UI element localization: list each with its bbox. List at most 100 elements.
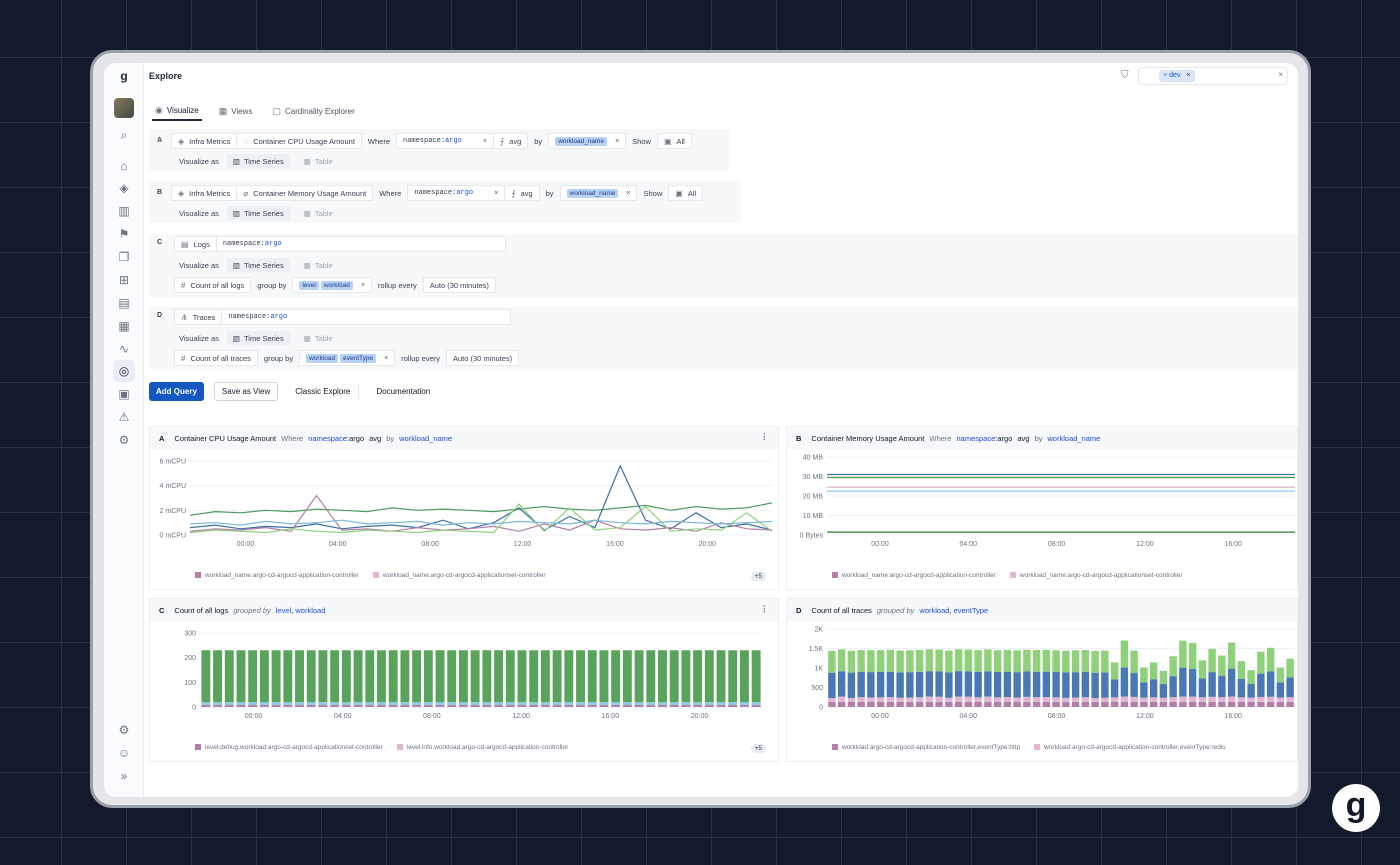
- user-avatar[interactable]: [114, 98, 134, 118]
- source-select[interactable]: ◈ Infra Metrics: [171, 133, 238, 149]
- copy-icon[interactable]: ❐: [118, 250, 130, 264]
- table-toggle[interactable]: ▦ Table: [303, 156, 333, 166]
- more-legend-badge[interactable]: +5: [750, 744, 766, 753]
- show-select[interactable]: ▣ All: [668, 185, 704, 201]
- y-tick-label: 0: [192, 705, 196, 712]
- legend-item[interactable]: workload_name:argo-cd-argocd-application…: [372, 572, 546, 579]
- remove-filter-icon[interactable]: ×: [482, 137, 487, 145]
- bar-segment: [896, 672, 904, 698]
- more-options-icon[interactable]: ⋮: [760, 432, 769, 441]
- home-icon[interactable]: ⌂: [120, 159, 128, 173]
- group-by-field[interactable]: workload_name ×: [559, 185, 638, 201]
- rollup-select[interactable]: Auto (30 minutes): [445, 350, 520, 366]
- classic-explore-link[interactable]: Classic Explore: [288, 382, 360, 401]
- pulse-icon[interactable]: ∿: [118, 342, 130, 356]
- legend-item[interactable]: workload_name:argo-cd-argocd-application…: [195, 572, 359, 579]
- legend-item[interactable]: workload:argo-cd-argocd-application-cont…: [832, 744, 1020, 751]
- show-select[interactable]: ▣ All: [656, 133, 692, 149]
- legend-item[interactable]: level:debug,workload:argo-cd-argocd-appl…: [195, 744, 383, 751]
- group-by-field[interactable]: level workload ×: [292, 277, 372, 293]
- remove-filter-icon[interactable]: ×: [494, 189, 499, 197]
- group-pill[interactable]: level: [299, 280, 319, 290]
- add-query-button[interactable]: Add Query: [149, 382, 204, 401]
- tab-visualize[interactable]: ◉ Visualize: [152, 101, 202, 121]
- legend-item[interactable]: workload_name:argo-cd-argocd-application…: [1009, 572, 1183, 579]
- group-pill[interactable]: workload: [306, 353, 339, 363]
- namespace-filter[interactable]: namespace:argo ×: [407, 185, 506, 201]
- time-series-toggle[interactable]: ▥ Time Series: [226, 331, 290, 345]
- table-toggle[interactable]: ▦ Table: [303, 333, 333, 343]
- more-legend-badge[interactable]: +5: [750, 572, 766, 581]
- count-select[interactable]: # Count of all logs: [174, 277, 252, 293]
- aggregation-select[interactable]: ⨍ avg: [493, 133, 529, 149]
- bar-segment: [435, 705, 445, 707]
- legend-item[interactable]: workload_name:argo-cd-argocd-application…: [832, 572, 996, 579]
- filter-box[interactable]: ⛉ ⑂ dev × ×: [1121, 67, 1288, 85]
- user-settings-icon[interactable]: ☺: [117, 746, 131, 760]
- bar-segment: [1052, 697, 1060, 702]
- source-select[interactable]: ⋔ Traces: [174, 309, 223, 325]
- group-pill[interactable]: workload_name: [555, 136, 608, 146]
- alert-icon[interactable]: ⚠: [118, 410, 130, 424]
- documentation-link[interactable]: Documentation: [376, 387, 431, 396]
- source-select[interactable]: ▤ Logs: [174, 236, 217, 252]
- remove-group-icon[interactable]: ×: [360, 281, 365, 289]
- group-by-field[interactable]: workload_name ×: [548, 133, 627, 149]
- metric-select[interactable]: ◌ Container CPU Usage Amount: [236, 133, 362, 149]
- bar-segment: [365, 650, 375, 703]
- time-series-toggle[interactable]: ▥ Time Series: [226, 258, 290, 272]
- bar-segment: [634, 650, 644, 703]
- compass-icon[interactable]: ◎: [113, 360, 135, 382]
- bar-segment: [201, 650, 211, 703]
- aggregation-select[interactable]: ⨍ avg: [504, 185, 540, 201]
- settings-icon[interactable]: ⚙: [118, 723, 130, 737]
- source-select[interactable]: ◈ Infra Metrics: [171, 185, 238, 201]
- more-options-icon[interactable]: ⋮: [760, 604, 769, 613]
- group-by-field[interactable]: workload eventType ×: [299, 350, 396, 366]
- flag-icon[interactable]: ⚑: [118, 227, 130, 241]
- panel-header: D Count of all traces grouped by workloa…: [787, 599, 1297, 621]
- tab-views[interactable]: ▦ Views: [218, 105, 253, 116]
- remove-chip-icon[interactable]: ×: [1186, 72, 1191, 79]
- time-series-toggle[interactable]: ▥ Time Series: [226, 206, 290, 220]
- app-logo[interactable]: g: [120, 69, 128, 83]
- tab-cardinality-explorer[interactable]: ▢ Cardinality Explorer: [272, 105, 355, 116]
- filter-icon[interactable]: ⛉: [1121, 70, 1129, 81]
- expand-icon[interactable]: »: [120, 769, 128, 783]
- group-pill[interactable]: workload: [320, 280, 353, 290]
- layers-icon[interactable]: ◈: [119, 181, 129, 195]
- bar-segment: [1120, 667, 1129, 697]
- clear-filter-icon[interactable]: ×: [1278, 70, 1283, 79]
- document-icon[interactable]: ▤: [118, 296, 130, 310]
- remove-group-icon[interactable]: ×: [626, 189, 631, 197]
- table-toggle[interactable]: ▦ Table: [303, 208, 333, 218]
- count-select[interactable]: # Count of all traces: [174, 350, 258, 366]
- integrations-icon[interactable]: ⚙: [118, 433, 130, 447]
- group-pill[interactable]: workload_name: [566, 188, 619, 198]
- bar-segment: [1188, 668, 1197, 697]
- bar-segment: [716, 650, 726, 703]
- group-pill[interactable]: eventType: [340, 353, 377, 363]
- query-input[interactable]: namespace:argo: [221, 309, 512, 325]
- save-as-view-button[interactable]: Save as View: [213, 382, 279, 401]
- map-icon[interactable]: ▥: [118, 204, 130, 218]
- filter-chip[interactable]: ⑂ dev ×: [1159, 70, 1195, 82]
- rollup-select[interactable]: Auto (30 minutes): [422, 277, 496, 293]
- namespace-filter[interactable]: namespace:argo ×: [396, 133, 494, 149]
- hash-icon: #: [181, 280, 186, 290]
- table-toggle[interactable]: ▦ Table: [303, 260, 333, 270]
- bar-segment: [248, 650, 258, 703]
- workflow-icon[interactable]: ⊞: [118, 273, 130, 287]
- remove-group-icon[interactable]: ×: [384, 354, 389, 362]
- dashboard-icon[interactable]: ▣: [118, 387, 130, 401]
- query-input[interactable]: namespace:argo: [215, 236, 506, 252]
- legend-item[interactable]: level:info,workload:argo-cd-argocd-appli…: [396, 744, 568, 751]
- legend-item[interactable]: workload:argo-cd-argocd-application-cont…: [1034, 744, 1226, 751]
- time-series-toggle[interactable]: ▥ Time Series: [226, 154, 290, 168]
- metric-select[interactable]: ⌀ Container Memory Usage Amount: [236, 185, 374, 201]
- remove-group-icon[interactable]: ×: [615, 137, 620, 145]
- search-icon[interactable]: ⌕: [120, 128, 128, 142]
- chart-legend: workload_name:argo-cd-argocd-application…: [195, 572, 546, 579]
- bar-segment: [857, 649, 865, 672]
- calendar-icon[interactable]: ▦: [118, 319, 130, 333]
